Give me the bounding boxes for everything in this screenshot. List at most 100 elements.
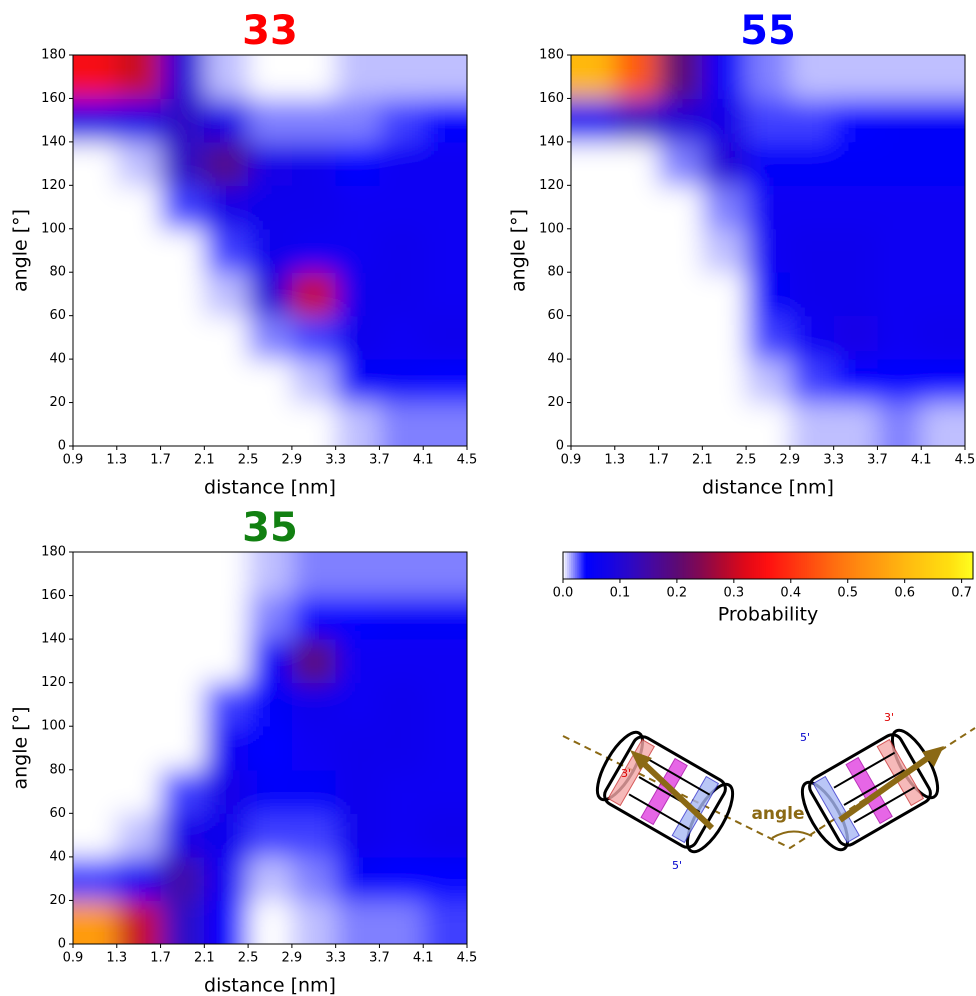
y-tick-label: 40 [49, 849, 66, 864]
colorbar-segment [722, 552, 726, 579]
y-tick-label: 80 [49, 265, 66, 280]
colorbar-segment [843, 552, 847, 579]
heat-cell [73, 98, 118, 143]
heat-cell [160, 813, 205, 858]
arrow-right [838, 752, 934, 823]
x-tick-label: 3.3 [325, 951, 346, 966]
colorbar-segment [948, 552, 952, 579]
colorbar-segment [964, 552, 968, 579]
colorbar-segment [903, 552, 906, 579]
colorbar-segment [628, 552, 632, 579]
colorbar-segment [630, 552, 634, 579]
heat-cell [160, 402, 205, 446]
heat-cell [291, 315, 337, 360]
heat-cell [379, 55, 424, 99]
heat-cell [248, 726, 293, 771]
colorbar-segment [862, 552, 865, 579]
heat-cell [379, 552, 424, 597]
colorbar-segment [925, 552, 929, 579]
heat-cell [423, 315, 467, 360]
heat-cell [614, 185, 660, 230]
colorbar-segment [932, 552, 935, 579]
heat-cell [160, 272, 205, 317]
colorbar-tick-label: 0.4 [780, 586, 801, 601]
heat-cell [702, 55, 747, 99]
heat-cell [423, 595, 467, 640]
heat-cell [877, 315, 922, 360]
y-tick-label: 20 [547, 395, 564, 410]
colorbar-segment [567, 552, 570, 579]
x-tick-label: 1.7 [150, 951, 171, 966]
heat-cell [160, 141, 205, 186]
colorbar-segment [962, 552, 966, 579]
heat-cell [248, 639, 293, 684]
x-tick-label: 0.9 [561, 453, 582, 468]
colorbar-segment [571, 552, 574, 579]
colorbar-segment [813, 552, 816, 579]
colorbar-segment [835, 552, 839, 579]
heat-cell [746, 98, 791, 143]
colorbar-segment [649, 552, 652, 579]
colorbar-segment [686, 552, 689, 579]
heat-cell [291, 55, 337, 99]
colorbar-segment [581, 552, 585, 579]
colorbar-segment [601, 552, 605, 579]
colorbar-segment [878, 552, 882, 579]
heat-cell [335, 856, 380, 901]
heatmap [73, 552, 467, 944]
heat-cell [204, 272, 249, 317]
x-tick-label: 2.1 [194, 951, 215, 966]
colorbar-segment [811, 552, 814, 579]
colorbar-segment [712, 552, 716, 579]
colorbar-segment [850, 552, 853, 579]
y-axis-label: angle [°] [10, 706, 32, 789]
heat-cell [921, 359, 965, 404]
heat-cell [571, 402, 616, 446]
y-tick-label: 20 [49, 395, 66, 410]
colorbar-segment [952, 552, 956, 579]
heat-cell [204, 552, 249, 597]
y-axis-label: angle [°] [10, 209, 32, 292]
x-tick-label: 2.5 [736, 453, 757, 468]
heat-cell [160, 726, 205, 771]
heat-cell [73, 813, 118, 858]
colorbar-segment [919, 552, 923, 579]
colorbar-segment [852, 552, 855, 579]
heat-cell [116, 228, 162, 273]
heat-cell [423, 813, 467, 858]
heat-cell [423, 98, 467, 143]
heat-cell [335, 769, 380, 814]
heat-cell [833, 185, 878, 230]
schematic-diagram: angle 3' 5' 5' 3' [562, 711, 976, 872]
heat-cell [335, 98, 380, 143]
heat-cell [833, 359, 878, 404]
x-tick-label: 1.7 [150, 453, 171, 468]
heat-cell [335, 228, 380, 273]
heat-cell [571, 359, 616, 404]
heat-cell [291, 552, 337, 597]
x-tick-label: 3.3 [325, 453, 346, 468]
heat-cell [614, 272, 660, 317]
heat-cell [160, 185, 205, 230]
x-tick-label: 3.7 [369, 453, 390, 468]
heat-cell [73, 726, 118, 771]
colorbar-segment [690, 552, 693, 579]
heat-cell [921, 185, 965, 230]
heat-cell [204, 141, 249, 186]
heat-cell [335, 682, 380, 727]
chart-title: 35 [242, 505, 298, 551]
heat-cell [702, 228, 747, 273]
colorbar-segment [866, 552, 870, 579]
heat-cell [877, 359, 922, 404]
heat-cell [877, 228, 922, 273]
heat-cell [335, 595, 380, 640]
heat-cell [291, 682, 337, 727]
y-tick-label: 160 [41, 588, 66, 603]
heat-cell [833, 98, 878, 143]
heat-cell [335, 639, 380, 684]
heat-cell [423, 55, 467, 99]
heat-cell [116, 315, 162, 360]
heat-cell [789, 315, 835, 360]
colorbar-segment [710, 552, 714, 579]
